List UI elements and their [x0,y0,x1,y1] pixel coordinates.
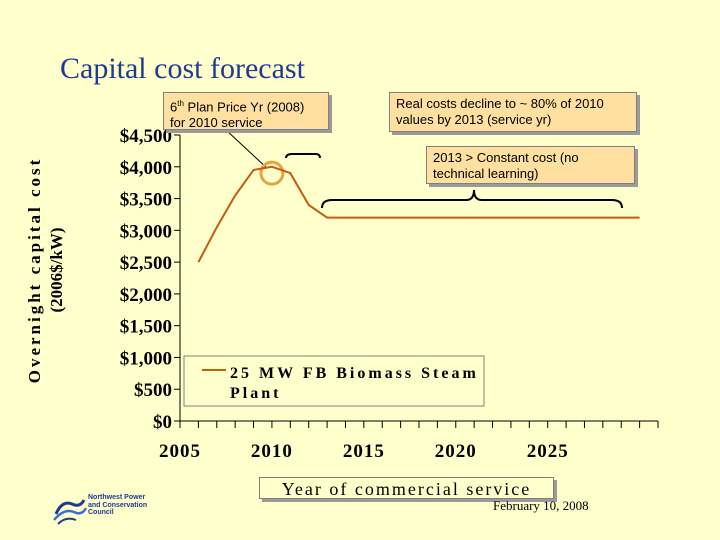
y-tick-label: $2,000 [120,285,172,306]
highlight-marker [259,160,285,186]
x-tick-label: 2015 [343,441,385,462]
x-tick-label: 2020 [435,441,477,462]
y-tick-label: $1,000 [120,348,172,369]
chart-axes [174,134,659,428]
callout-pointer-line [225,129,267,168]
short-bracket [285,153,321,159]
y-axis-label-line1: Overnight capital cost [25,157,44,384]
callout-constant-cost: 2013 > Constant cost (no technical learn… [426,146,635,184]
y-tick-label: $500 [134,380,172,401]
x-axis-label: Year of commercial service [259,477,554,499]
y-tick-label: $4,500 [120,126,172,147]
y-tick-label: $3,500 [120,190,172,211]
y-tick-labels: $0 $500 $1,000 $1,500 $2,000 $2,500 $3,000 $3,5… [120,126,172,433]
chart-legend: 25 MW FB Biomass Steam Plant [183,355,485,407]
x-tick-label: 2025 [527,441,569,462]
y-tick-label: $0 [153,412,172,433]
council-logo: Northwest Power and Conservation Council [52,494,147,526]
logo-text: Northwest Power and Conservation Council [88,494,148,516]
callout-cost-decline: Real costs decline to ~ 80% of 2010 valu… [389,92,637,132]
y-axis-label: Overnight capital cost (2006$/kW) [22,150,82,390]
x-tick-labels: 2005 2010 2015 2020 2025 [159,441,569,462]
series-line [197,165,640,263]
callout-plan-price: 6th Plan Price Yr (2008) for 2010 servic… [163,92,329,130]
x-tick-label: 2010 [251,441,293,462]
chart-annotations [225,129,623,209]
y-tick-label: $2,500 [120,253,172,274]
legend-label-line2: Plant [230,385,281,402]
x-tick-label: 2005 [159,441,201,462]
legend-label-line1: 25 MW FB Biomass Steam [230,365,479,382]
chart-series [197,165,640,263]
y-tick-label: $1,500 [120,317,172,338]
legend-label: 25 MW FB Biomass Steam Plant [230,365,479,402]
slide-title: Capital cost forecast [60,52,305,85]
legend-box [183,355,485,407]
long-bracket [321,189,623,209]
y-axis-label-line2: (2006$/kW) [47,228,66,313]
slide-date: February 10, 2008 [493,498,589,513]
y-tick-label: $3,000 [120,221,172,242]
wave-logo-icon [53,499,88,525]
y-tick-label: $4,000 [120,158,172,179]
